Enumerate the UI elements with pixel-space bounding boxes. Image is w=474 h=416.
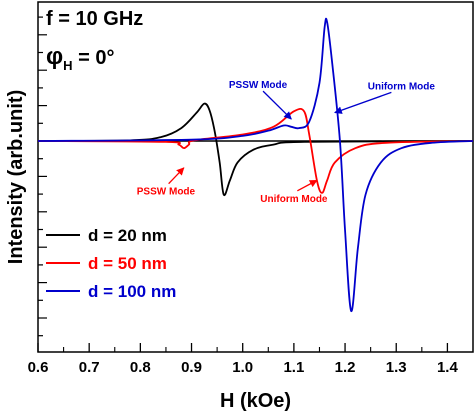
x-tick-label: 1.4 [437, 359, 459, 376]
legend-label-1: d = 20 nm [88, 226, 167, 245]
x-axis-title: H (kOe) [220, 390, 291, 412]
x-tick-label: 1.2 [335, 359, 356, 376]
annotation-label: PSSW Mode [137, 187, 196, 198]
x-tick-label: 0.7 [79, 359, 100, 376]
legend-label-2: d = 50 nm [88, 254, 167, 273]
x-tick-label: 0.6 [28, 359, 49, 376]
annotation-arrow [297, 179, 318, 192]
annotation-label: Uniform Mode [260, 194, 328, 205]
series-layer [37, 17, 474, 312]
legend: d = 20 nm d = 50 nm d = 100 nm [46, 226, 176, 301]
plot-frame [37, 1, 474, 353]
annotation-label: Uniform Mode [368, 81, 436, 92]
x-tick-label: 1.1 [283, 359, 304, 376]
legend-label-3: d = 100 nm [88, 282, 176, 301]
x-axis-ticks: 0.6 0.7 0.8 0.9 1.0 1.1 1.2 1.3 1.4 [28, 343, 459, 376]
annotations: PSSW Mode Uniform Mode PSSW Mode Uniform Mo… [137, 80, 436, 205]
parameter-labels: f = 10 GHz φH = 0° [46, 8, 143, 73]
annotation-arrow [262, 90, 292, 120]
annotation-label: PSSW Mode [229, 80, 288, 91]
frequency-label: f = 10 GHz [46, 8, 143, 30]
x-tick-label: 0.9 [181, 359, 202, 376]
series-line-3 [37, 17, 474, 312]
annotation-arrow [168, 167, 185, 185]
series-line-2 [37, 108, 474, 194]
x-tick-label: 0.8 [130, 359, 151, 376]
x-tick-label: 1.0 [232, 359, 253, 376]
angle-label: φH = 0° [46, 43, 114, 73]
x-tick-label: 1.3 [386, 359, 407, 376]
annotation-arrow [334, 91, 392, 114]
y-axis-title: Intensity (arb.unit) [5, 90, 27, 264]
series-line-1 [37, 102, 474, 197]
